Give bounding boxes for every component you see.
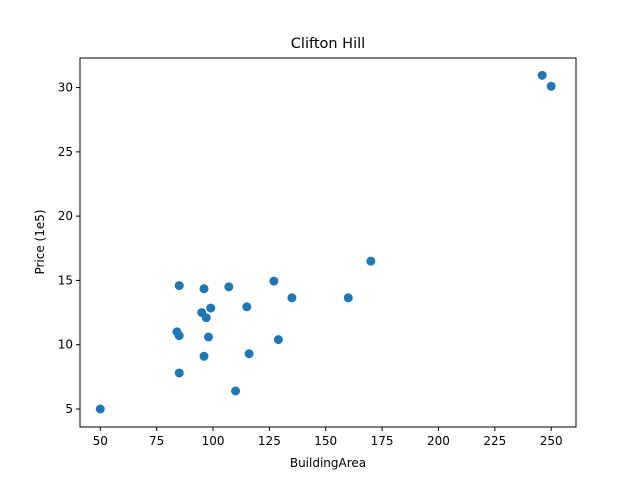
x-axis-ticks: 50 75 100 125 150 175 200 225 250 xyxy=(93,427,563,448)
plot-frame xyxy=(79,57,577,428)
y-tick-label: 5 xyxy=(65,402,73,416)
data-point xyxy=(242,302,252,312)
data-point xyxy=(204,332,214,342)
points-layer xyxy=(95,70,556,414)
x-tick-label: 125 xyxy=(258,434,281,448)
y-tick-label: 30 xyxy=(58,81,73,95)
data-point xyxy=(199,284,209,294)
data-point xyxy=(174,281,184,291)
data-point xyxy=(537,70,547,80)
data-point xyxy=(546,81,556,91)
x-tick-label: 50 xyxy=(93,434,108,448)
y-axis-label: Price (1e5) xyxy=(33,209,47,274)
data-point xyxy=(174,331,184,341)
x-tick-label: 75 xyxy=(149,434,164,448)
x-tick-label: 225 xyxy=(483,434,506,448)
data-point xyxy=(343,293,353,303)
data-point xyxy=(206,303,216,313)
x-tick-label: 150 xyxy=(314,434,337,448)
data-point xyxy=(273,335,283,345)
x-axis-label: BuildingArea xyxy=(290,456,366,470)
data-point xyxy=(244,349,254,359)
data-point xyxy=(366,256,376,266)
data-point xyxy=(224,282,234,292)
data-point xyxy=(199,351,209,361)
data-point xyxy=(231,386,241,396)
x-tick-label: 200 xyxy=(427,434,450,448)
data-point xyxy=(287,293,297,303)
data-point xyxy=(269,276,279,286)
data-point xyxy=(95,404,105,414)
chart-title: Clifton Hill xyxy=(291,36,365,52)
x-tick-label: 100 xyxy=(202,434,225,448)
data-point xyxy=(174,368,184,378)
y-tick-label: 10 xyxy=(58,338,73,352)
y-tick-label: 15 xyxy=(58,273,73,287)
data-point xyxy=(201,313,211,323)
y-tick-label: 25 xyxy=(58,145,73,159)
x-tick-label: 175 xyxy=(371,434,394,448)
y-tick-label: 20 xyxy=(58,209,73,223)
x-tick-label: 250 xyxy=(540,434,563,448)
y-axis-ticks: 5 10 15 20 25 30 xyxy=(58,81,80,416)
